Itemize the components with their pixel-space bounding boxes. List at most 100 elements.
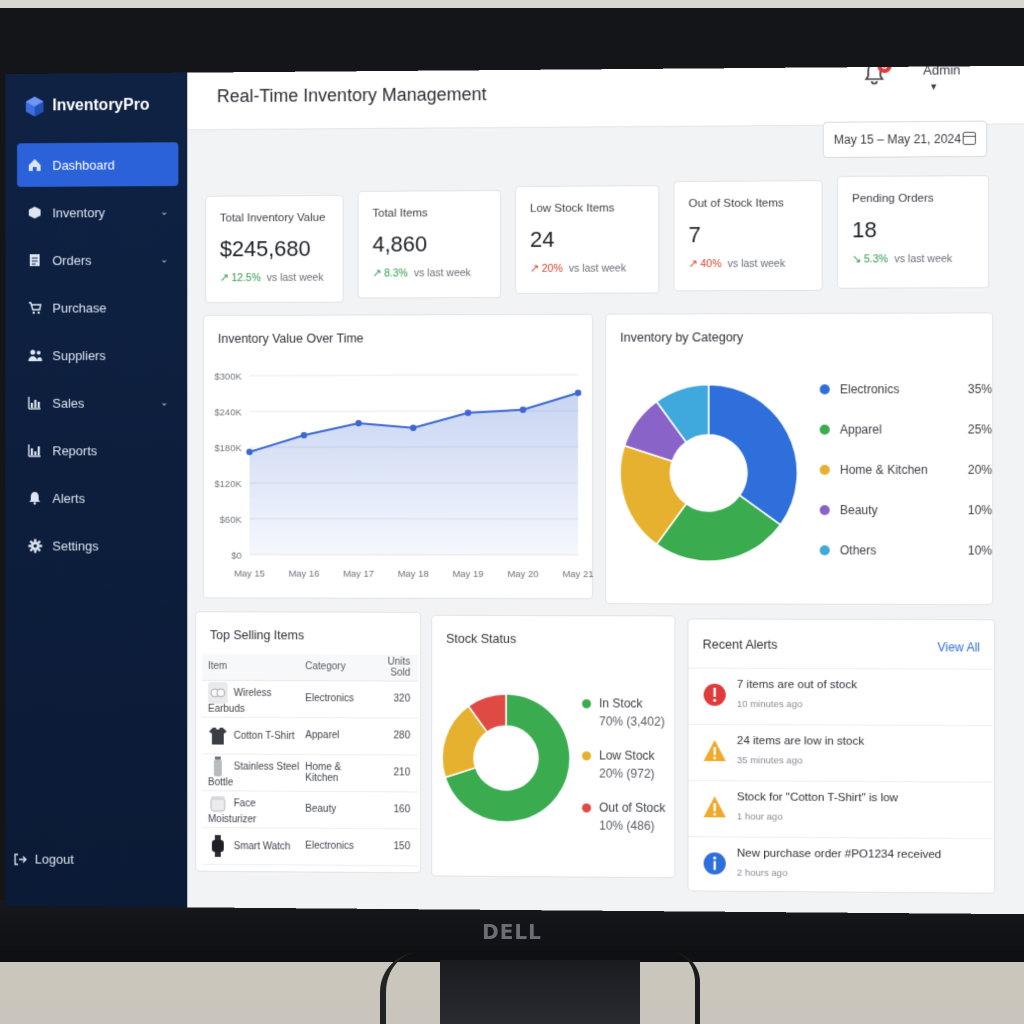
data-point[interactable] <box>246 449 252 455</box>
kpi-trend-suffix: vs last week <box>569 262 626 274</box>
legend-label: In Stock <box>599 696 643 710</box>
kpi-card[interactable]: Out of Stock Items 7 ↗ 40% vs last week <box>673 180 822 291</box>
cube-logo-icon <box>25 96 45 118</box>
screen: InventoryPro Dashboard Inventory ⌄ Orders ⌄ P… <box>5 66 1024 914</box>
date-range-text: May 15 – May 21, 2024 <box>834 132 961 147</box>
y-tick-label: $240K <box>214 407 242 418</box>
item-cell: Face Moisturizer <box>202 790 299 827</box>
legend-label: Home & Kitchen <box>840 463 928 477</box>
data-point[interactable] <box>301 432 307 438</box>
table-row[interactable]: Stainless Steel Bottle Home & Kitchen 210 <box>202 753 418 791</box>
kpi-trend: ↗ 12.5% vs last week <box>220 272 324 284</box>
legend-label: Beauty <box>840 503 878 517</box>
units-cell: 150 <box>368 828 418 865</box>
kpi-value: 24 <box>530 227 555 253</box>
view-all-link[interactable]: View All <box>937 640 980 654</box>
legend-swatch <box>582 804 591 813</box>
legend-item: In Stock 70% (3,402) <box>582 696 665 728</box>
item-cell: Wireless Earbuds <box>202 680 299 717</box>
kpi-label: Pending Orders <box>852 193 934 206</box>
sidebar-item-dashboard[interactable]: Dashboard <box>17 142 178 187</box>
data-point[interactable] <box>575 390 581 396</box>
table-row[interactable]: Smart Watch Electronics 150 <box>202 827 418 865</box>
value-area <box>249 393 578 555</box>
x-tick-label: May 18 <box>398 569 429 580</box>
chevron-down-icon: ⌄ <box>160 206 168 217</box>
legend-item: Home & Kitchen 20% <box>820 463 993 477</box>
x-tick-label: May 16 <box>289 569 320 580</box>
sidebar-item-reports[interactable]: Reports <box>17 428 178 472</box>
kpi-card[interactable]: Pending Orders 18 ↘ 5.3% vs last week <box>837 175 989 289</box>
document-icon <box>27 252 43 268</box>
kpi-trend-suffix: vs last week <box>894 253 952 265</box>
alert-item[interactable]: 7 items are out of stock 10 minutes ago <box>689 668 993 730</box>
sidebar-item-label: Alerts <box>52 490 85 505</box>
column-header: Item <box>202 654 299 680</box>
sidebar-item-label: Inventory <box>52 205 105 220</box>
legend-label: Low Stock <box>599 748 655 762</box>
bottle-icon <box>208 761 234 772</box>
item-cell: Cotton T-Shirt <box>202 717 299 754</box>
users-icon <box>27 347 43 363</box>
sidebar-item-alerts[interactable]: Alerts <box>17 476 178 520</box>
alert-item[interactable]: New purchase order #PO1234 received 2 hou… <box>689 836 993 899</box>
units-cell: 210 <box>368 754 418 791</box>
y-tick-label: $180K <box>214 443 242 454</box>
legend-label: Out of Stock <box>599 801 665 815</box>
kpi-trend-value: 20% <box>542 263 563 275</box>
legend-label: Apparel <box>840 423 882 437</box>
data-point[interactable] <box>410 425 416 431</box>
logout-label: Logout <box>35 852 74 867</box>
sidebar-item-orders[interactable]: Orders ⌄ <box>17 238 178 282</box>
brand[interactable]: InventoryPro <box>25 95 150 118</box>
date-range-picker[interactable]: May 15 – May 21, 2024 <box>823 121 987 158</box>
info-icon <box>703 851 727 875</box>
sidebar-item-settings[interactable]: Settings <box>17 524 178 568</box>
chevron-down-icon: ⌄ <box>160 254 168 265</box>
alert-item[interactable]: Stock for "Cotton T-Shirt" is low 1 hour … <box>689 780 993 842</box>
table-row[interactable]: Face Moisturizer Beauty 160 <box>202 790 418 828</box>
legend-percent: 35% <box>968 382 992 396</box>
table-row[interactable]: Cotton T-Shirt Apparel 280 <box>202 717 418 755</box>
legend-percent: 20% <box>968 463 992 477</box>
sidebar-nav: Dashboard Inventory ⌄ Orders ⌄ Purchase Suppli… <box>17 142 178 571</box>
alert-list: 7 items are out of stock 10 minutes ago 24… <box>689 668 997 669</box>
sidebar-item-purchase[interactable]: Purchase <box>17 285 178 329</box>
alert-time: 2 hours ago <box>737 868 788 879</box>
category-slice[interactable] <box>709 384 798 525</box>
user-menu[interactable]: Admin ▼ <box>923 66 960 93</box>
data-point[interactable] <box>465 410 471 416</box>
data-point[interactable] <box>355 420 361 426</box>
category-cell: Electronics <box>299 828 368 865</box>
arrow-up-right-icon: ↗ <box>220 272 232 284</box>
arrow-up-right-icon: ↗ <box>372 268 384 280</box>
alert-text: New purchase order #PO1234 received <box>737 848 941 862</box>
kpi-trend-value: 12.5% <box>231 272 260 284</box>
kpi-card[interactable]: Total Items 4,860 ↗ 8.3% vs last week <box>358 190 501 299</box>
logout-button[interactable]: Logout <box>13 851 74 866</box>
card-title: Stock Status <box>446 632 516 646</box>
top-selling-card: Top Selling Items Item Category Units So… <box>195 611 421 873</box>
item-cell: Smart Watch <box>202 827 299 864</box>
legend-swatch <box>820 505 830 515</box>
moisturizer-icon <box>208 798 234 809</box>
t-shirt-icon <box>208 730 234 741</box>
legend-swatch <box>820 545 830 555</box>
sidebar-item-suppliers[interactable]: Suppliers <box>17 333 178 377</box>
table-row[interactable]: Wireless Earbuds Electronics 320 <box>202 680 418 718</box>
kpi-trend-suffix: vs last week <box>414 267 471 279</box>
brand-name: InventoryPro <box>52 97 149 116</box>
sidebar-item-inventory[interactable]: Inventory ⌄ <box>17 190 178 235</box>
kpi-value: 4,860 <box>372 231 427 257</box>
sidebar-item-sales[interactable]: Sales ⌄ <box>17 381 178 425</box>
alert-text: Stock for "Cotton T-Shirt" is low <box>737 791 898 804</box>
kpi-card[interactable]: Low Stock Items 24 ↗ 20% vs last week <box>515 185 659 294</box>
kpi-label: Low Stock Items <box>530 202 615 214</box>
stock-status-legend: In Stock 70% (3,402) Low Stock 20% (972) Out… <box>432 616 674 617</box>
card-title: Inventory by Category <box>620 330 743 344</box>
units-cell: 280 <box>368 717 418 754</box>
data-point[interactable] <box>520 407 526 413</box>
kpi-card[interactable]: Total Inventory Value $245,680 ↗ 12.5% vs l… <box>205 195 344 303</box>
bell-icon <box>27 490 43 506</box>
alert-item[interactable]: 24 items are low in stock 35 minutes ago <box>689 724 993 786</box>
